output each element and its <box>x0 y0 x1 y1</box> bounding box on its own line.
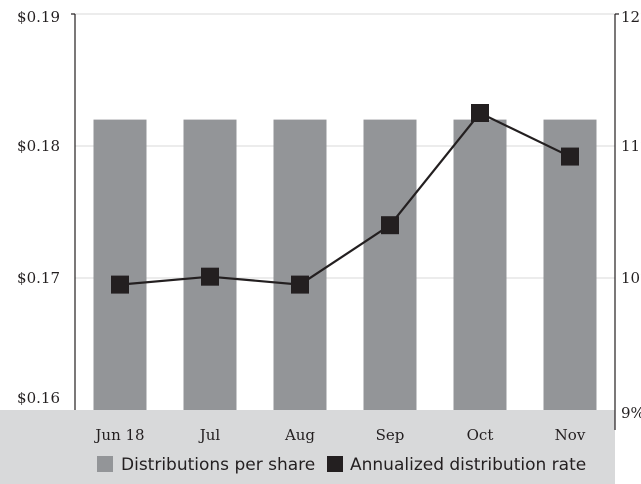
legend-swatch-bars <box>97 456 113 472</box>
line-marker-aug <box>291 275 309 294</box>
bar-series <box>93 119 597 410</box>
line-marker-oct <box>471 104 489 122</box>
bar-jun-18 <box>93 119 147 410</box>
left-tick-label: $0.18 <box>17 137 60 155</box>
right-tick-label: 11% <box>621 137 641 155</box>
series-line <box>119 111 571 286</box>
line-marker-nov <box>561 147 579 166</box>
right-axis-ticks: 12% 11% 10% 9% <box>621 8 641 422</box>
bar-sep <box>363 119 417 410</box>
category-label: Sep <box>376 426 405 444</box>
left-tick-label: $0.19 <box>17 8 60 26</box>
bar-jul <box>183 119 237 410</box>
bar-oct <box>453 119 507 410</box>
category-label: Aug <box>284 426 315 444</box>
line-marker-sep <box>381 216 399 235</box>
line-marker-jun-18 <box>111 275 129 294</box>
legend: Distributions per share Annualized distri… <box>97 455 586 475</box>
legend-label-line: Annualized distribution rate <box>350 455 586 475</box>
legend-label-bars: Distributions per share <box>121 455 315 475</box>
category-labels: Jun 18 Jul Aug Sep Oct Nov <box>93 426 585 444</box>
right-tick-label: 9% <box>621 404 641 422</box>
right-tick-label: 12% <box>621 8 641 26</box>
line-series <box>111 104 579 294</box>
category-label: Jul <box>198 426 221 444</box>
left-axis-ticks: $0.19 $0.18 $0.17 $0.16 <box>17 8 60 407</box>
left-tick-label: $0.17 <box>17 269 60 287</box>
category-label: Nov <box>555 426 586 444</box>
gridlines <box>71 13 619 279</box>
category-label: Jun 18 <box>93 426 144 444</box>
category-label: Oct <box>467 426 494 444</box>
left-tick-label: $0.16 <box>17 389 60 407</box>
legend-swatch-line <box>327 456 343 472</box>
bar-aug <box>273 119 327 410</box>
line-marker-jul <box>201 267 219 286</box>
right-tick-label: 10% <box>621 269 641 287</box>
bar-nov <box>543 119 597 410</box>
